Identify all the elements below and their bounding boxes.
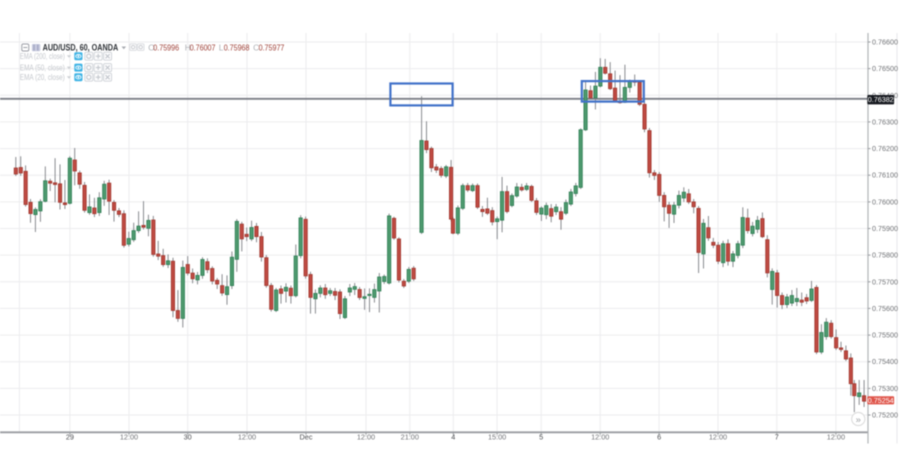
svg-text:C: C bbox=[253, 42, 259, 52]
svg-text:0.76200: 0.76200 bbox=[872, 144, 898, 153]
svg-text:12:00: 12:00 bbox=[357, 432, 375, 441]
svg-text:0.75500: 0.75500 bbox=[872, 331, 898, 340]
svg-text:0.76300: 0.76300 bbox=[872, 117, 898, 126]
svg-text:0.76000: 0.76000 bbox=[872, 197, 898, 206]
svg-text:0.75996: 0.75996 bbox=[153, 42, 179, 52]
svg-text:0.75200: 0.75200 bbox=[872, 411, 898, 420]
svg-text:0.75968: 0.75968 bbox=[224, 42, 250, 52]
svg-text:21:00: 21:00 bbox=[401, 432, 419, 441]
svg-text:L: L bbox=[219, 42, 224, 52]
svg-text:EMA (20, close): EMA (20, close) bbox=[20, 73, 65, 82]
svg-text:12:00: 12:00 bbox=[827, 432, 845, 441]
svg-text:0.76100: 0.76100 bbox=[872, 171, 898, 180]
svg-text:0.75600: 0.75600 bbox=[872, 304, 898, 313]
svg-text:0.75977: 0.75977 bbox=[259, 42, 285, 52]
svg-text:EMA (50, close): EMA (50, close) bbox=[20, 63, 65, 72]
svg-text:H: H bbox=[185, 42, 191, 52]
svg-text:7: 7 bbox=[775, 432, 779, 441]
svg-text:6: 6 bbox=[657, 432, 661, 441]
svg-text:0.75400: 0.75400 bbox=[872, 357, 898, 366]
svg-text:30: 30 bbox=[184, 432, 192, 441]
svg-text:EMA (200, close): EMA (200, close) bbox=[20, 52, 65, 61]
svg-text:0.75254: 0.75254 bbox=[868, 396, 894, 405]
svg-text:0.75700: 0.75700 bbox=[872, 277, 898, 286]
svg-text:29: 29 bbox=[66, 432, 74, 441]
svg-text:0.75300: 0.75300 bbox=[872, 384, 898, 393]
svg-text:0.76007: 0.76007 bbox=[190, 42, 216, 52]
svg-text:15:00: 15:00 bbox=[488, 432, 506, 441]
svg-text:O: O bbox=[148, 42, 155, 52]
svg-text:0.75800: 0.75800 bbox=[872, 251, 898, 260]
svg-text:12:00: 12:00 bbox=[591, 432, 609, 441]
svg-text:5: 5 bbox=[539, 432, 543, 441]
svg-text:0.76500: 0.76500 bbox=[872, 64, 898, 73]
svg-text:Dec: Dec bbox=[300, 432, 313, 441]
svg-text:»: » bbox=[856, 414, 861, 425]
svg-text:0.75900: 0.75900 bbox=[872, 224, 898, 233]
svg-text:12:00: 12:00 bbox=[120, 432, 138, 441]
svg-text:0.76382: 0.76382 bbox=[868, 95, 894, 104]
svg-text:0.76600: 0.76600 bbox=[872, 38, 898, 47]
svg-text:12:00: 12:00 bbox=[709, 432, 727, 441]
svg-text:AUD/USD, 60, OANDA: AUD/USD, 60, OANDA bbox=[43, 43, 119, 53]
svg-text:12:00: 12:00 bbox=[238, 432, 256, 441]
svg-text:4: 4 bbox=[451, 432, 455, 441]
